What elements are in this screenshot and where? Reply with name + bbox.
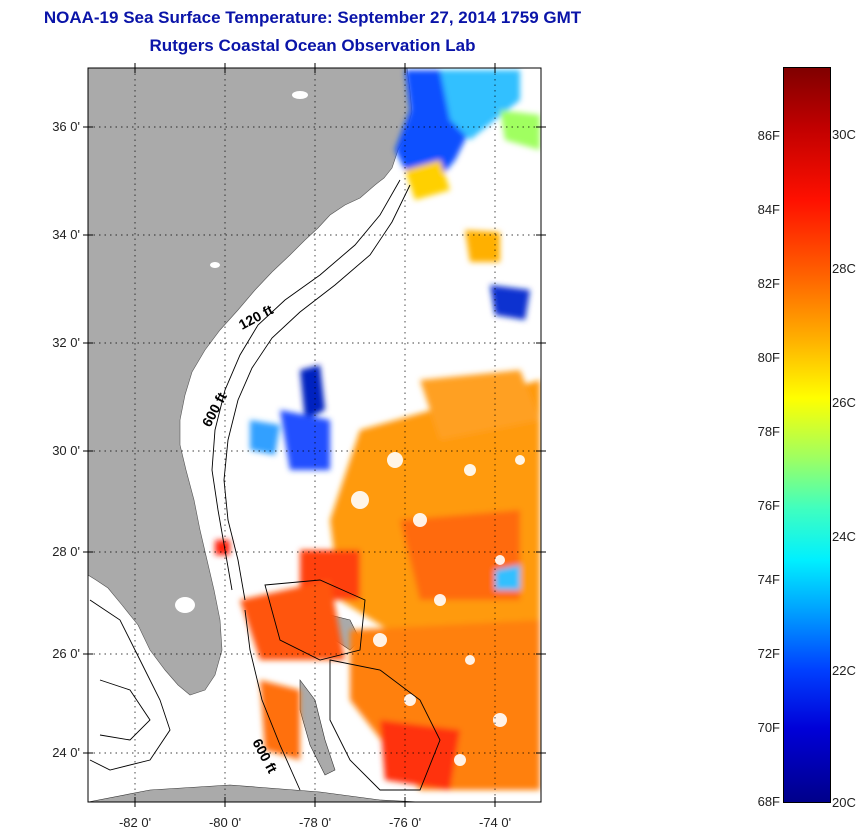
temperature-colorbar	[783, 67, 831, 803]
colorbar-label-82f: 82F	[757, 276, 780, 291]
colorbar-label-70f: 70F	[757, 720, 780, 735]
colorbar-label-72f: 72F	[757, 646, 780, 661]
depth-contours	[89, 179, 441, 791]
colorbar-label-74f: 74F	[757, 572, 780, 587]
inland-lake-2	[210, 262, 220, 268]
sst-warmwater-patches	[215, 370, 540, 790]
map-subtitle: Rutgers Coastal Ocean Observation Lab	[149, 36, 476, 55]
lat-label-24: 24 0'	[52, 745, 80, 760]
colorbar-label-26c: 26C	[832, 395, 856, 410]
colorbar-label-86f: 86F	[757, 128, 780, 143]
colorbar-label-30c: 30C	[832, 127, 856, 142]
colorbar-label-20c: 20C	[832, 795, 856, 810]
land-cuba	[88, 784, 421, 802]
lon-label-82: -82 0'	[118, 815, 152, 830]
graticule	[88, 68, 541, 802]
colorbar-label-22c: 22C	[832, 663, 856, 678]
lat-label-26: 26 0'	[52, 646, 80, 661]
colorbar-label-84f: 84F	[757, 202, 780, 217]
lon-label-76: -76 0'	[388, 815, 422, 830]
colorbar-label-24c: 24C	[832, 529, 856, 544]
colorbar-label-80f: 80F	[757, 350, 780, 365]
lon-label-80: -80 0'	[208, 815, 242, 830]
axis-ticks	[83, 63, 546, 807]
lon-label-78: -78 0'	[298, 815, 332, 830]
land-us-east-coast	[88, 68, 413, 696]
contour-120ft	[211, 179, 401, 591]
colorbar-label-68f: 68F	[757, 794, 780, 809]
colorbar-label-28c: 28C	[832, 261, 856, 276]
contour-600ft	[223, 184, 411, 601]
lon-label-74: -74 0'	[478, 815, 512, 830]
inland-lake	[292, 91, 308, 99]
cloud-mask	[325, 452, 525, 766]
map-title: NOAA-19 Sea Surface Temperature: Septemb…	[43, 8, 582, 27]
sst-coldwater-patches	[250, 70, 540, 470]
lake-okeechobee	[175, 597, 195, 613]
lat-label-30: 30 0'	[52, 443, 80, 458]
lat-label-32: 32 0'	[52, 335, 80, 350]
lat-label-28: 28 0'	[52, 544, 80, 559]
lat-label-36: 36 0'	[52, 119, 80, 134]
colorbar-label-76f: 76F	[757, 498, 780, 513]
colorbar-label-78f: 78F	[757, 424, 780, 439]
lat-label-34: 34 0'	[52, 227, 80, 242]
